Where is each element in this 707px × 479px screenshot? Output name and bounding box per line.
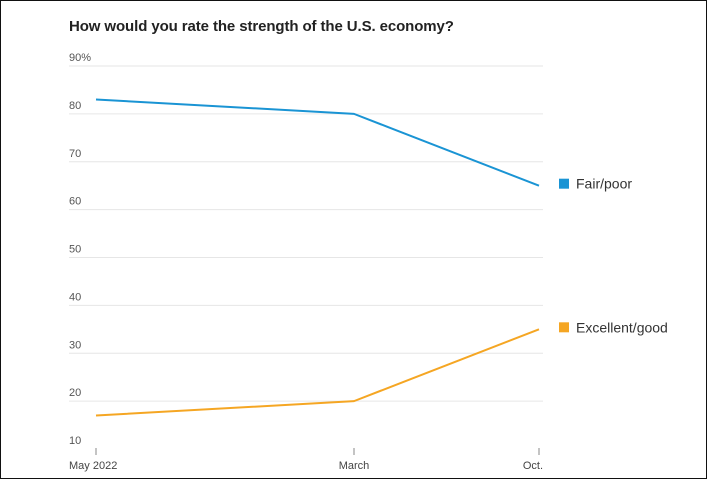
y-tick-label: 40	[69, 291, 81, 303]
series-line-excellent-good	[95, 328, 540, 417]
y-tick-label: 20	[69, 387, 81, 399]
y-tick-label: 60	[69, 196, 81, 208]
y-tick-label: 80	[69, 100, 81, 112]
y-tick-label: 30	[69, 339, 81, 351]
x-tick-label: Oct.	[523, 460, 543, 472]
legend-swatch-excellent-good	[559, 322, 569, 333]
legend-label-fair-poor: Fair/poor	[576, 176, 632, 192]
x-tick-label: March	[339, 460, 370, 472]
legend-label-excellent-good: Excellent/good	[576, 319, 668, 335]
chart-title: How would you rate the strength of the U…	[69, 18, 454, 35]
y-tick-label: 70	[69, 148, 81, 160]
series-line-fair-poor	[95, 98, 540, 187]
legend-swatch-fair-poor	[559, 178, 569, 189]
y-tick-label: 50	[69, 244, 81, 256]
y-tick-label: 90%	[69, 52, 91, 64]
x-tick-label: May 2022	[69, 460, 117, 472]
y-tick-label: 10	[69, 435, 81, 447]
